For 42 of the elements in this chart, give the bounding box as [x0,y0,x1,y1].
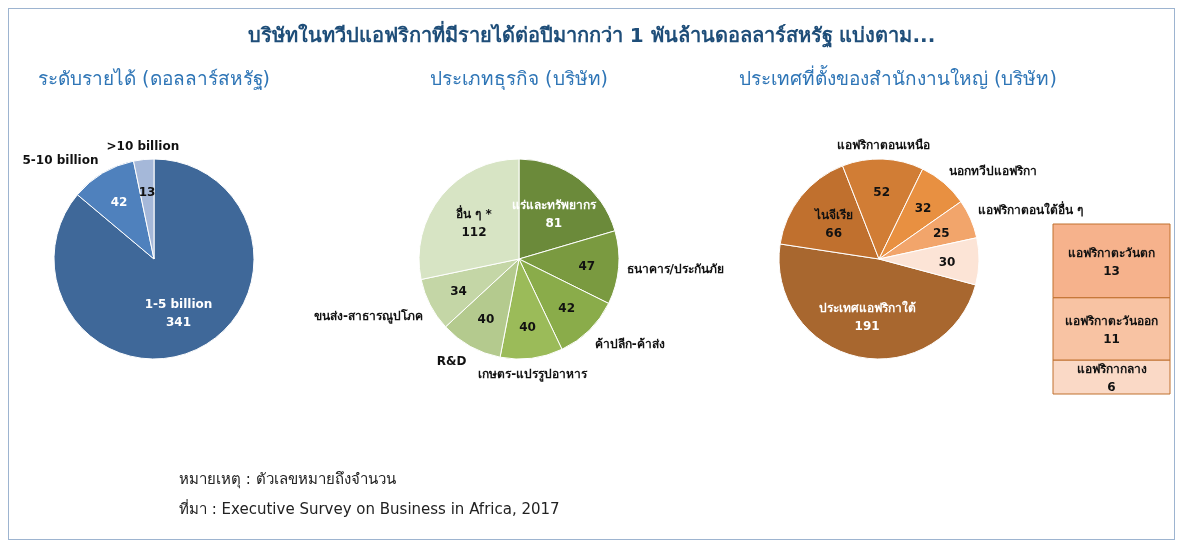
slice-label: 1-5 billion [144,296,213,311]
slice-label: อื่น ๆ * [456,205,493,222]
data-label: 191 [854,318,880,333]
data-label: 40 [519,320,536,335]
slice-label: ประเทศแอฟริกาใต้ [818,299,916,315]
data-label: 6 [1107,380,1116,394]
chart-title: ประเทศที่ตั้งของสำนักงานใหญ่ (บริษัท) [739,64,1057,89]
data-label: 81 [545,215,563,230]
slice-label: ไนจีเรีย [812,206,853,222]
chart-title: ระดับรายได้ (ดอลลาร์สหรัฐ) [37,66,271,89]
chart-title: ประเภทธุรกิจ (บริษัท) [429,66,609,89]
slice-label: เกษตร-แปรรูปอาหาร [478,367,589,383]
data-label: 112 [461,225,487,240]
data-label: 47 [578,258,596,273]
series-label: แอฟริกาตะวันตก [1068,245,1155,260]
data-label: 25 [932,225,950,240]
data-label: 13 [1103,263,1120,278]
slice-label: R&D [436,354,467,369]
series-label: แอฟริกาตะวันออก [1065,313,1158,328]
slice-label: 5-10 billion [22,153,99,168]
slice-label: นอกทวีปแอฟริกา [949,163,1038,178]
text: หมายเหตุ : ตัวเลขหมายถึงจำนวน [179,469,397,491]
slice-label: ขนส่ง-สาธารณูปโภค [314,308,424,325]
slice-label: แอฟริกาตอนเหนือ [836,138,930,153]
data-label: 40 [477,312,495,327]
data-label: 52 [873,185,891,200]
data-label: 11 [1103,331,1120,346]
data-label: 34 [450,284,467,299]
data-label: 42 [558,301,576,316]
slice-label: แอฟริกาตอนใต้อื่น ๆ [977,200,1084,217]
slice-label: ธนาคาร/ประกันภัย [626,262,724,277]
text: ที่มา : Executive Survey on Business in Africa, 2017 [179,498,560,520]
data-label: 341 [165,314,192,329]
data-label: 13 [138,185,156,200]
series-label: แอฟริกากลาง [1076,362,1147,376]
data-label: 66 [825,225,843,240]
text: บริษัทในทวีปแอฟริกาที่มีรายได้ต่อปีมากกว่า 1 พันล้านดอลลาร์สหรัฐ แบ่งตาม... [246,20,937,50]
data-label: 30 [938,254,956,269]
slice-label: ค้าปลีก-ค้าส่ง [594,336,665,351]
data-label: 32 [914,201,932,216]
data-label: 42 [110,194,128,209]
slice-label: >10 billion [106,138,180,153]
